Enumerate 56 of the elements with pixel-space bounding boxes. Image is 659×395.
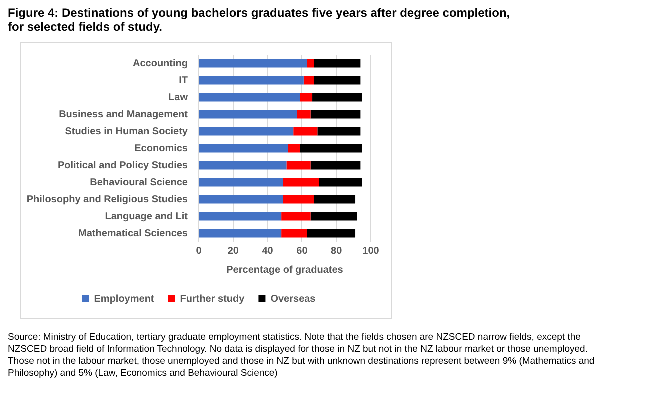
y-tick-label: Accounting [133, 58, 188, 70]
x-tick-label: 60 [296, 246, 308, 257]
bar [200, 161, 287, 170]
bar [300, 93, 313, 102]
bar [283, 178, 320, 187]
x-tick-label: 80 [331, 246, 343, 257]
legend-label: Employment [94, 294, 155, 305]
bar [318, 127, 361, 136]
bar [297, 110, 311, 119]
bar [200, 59, 308, 68]
bar [200, 195, 284, 204]
bar [200, 110, 298, 119]
bar [310, 161, 361, 170]
y-tick-label: IT [179, 75, 188, 86]
y-tick-label: Language and Lit [105, 211, 189, 222]
bar [282, 229, 308, 238]
y-tick-label: Philosophy and Religious Studies [26, 194, 188, 206]
x-tick-label: 0 [196, 246, 202, 257]
source-note: Source: Ministry of Education, tertiary graduate employment statistics. Note that the fields chosen are NZSCED narrow fields, except the NZSCED broad field of Information Technology. No data is displayed for those in NZ but not in the NZ labour market or those unemployed. Those not in the labour market, those unemployed and those in NZ but with unknown destinations represent between 9% (Mathematics and Philosophy) and 5% (Law, Economics and Behavioural Science) [8, 332, 596, 380]
bar [319, 178, 362, 187]
legend-label: Further study [180, 294, 246, 305]
bar [310, 110, 361, 119]
bar [200, 93, 300, 102]
x-axis-title: Percentage of graduates [226, 264, 344, 276]
bar [200, 76, 304, 85]
bar [286, 161, 311, 170]
bar [288, 144, 300, 153]
bar [200, 212, 282, 221]
bar [282, 212, 311, 221]
bar [294, 127, 318, 136]
bar [307, 59, 314, 68]
x-tick-label: 20 [228, 246, 240, 257]
bar [283, 195, 314, 204]
bar [312, 93, 362, 102]
y-tick-label: Political and Policy Studies [58, 160, 188, 172]
bar [300, 144, 362, 153]
bar [314, 195, 356, 204]
y-tick-label: Business and Management [59, 109, 189, 120]
bar [314, 76, 361, 85]
x-tick-label: 100 [362, 246, 380, 257]
bar [200, 127, 294, 136]
bar [314, 59, 361, 68]
bar [200, 178, 284, 187]
bar [310, 212, 358, 221]
x-tick-label: 40 [262, 246, 274, 257]
y-tick-label: Economics [134, 143, 188, 154]
y-tick-label: Studies in Human Society [65, 126, 188, 138]
bar [200, 229, 282, 238]
y-tick-label: Mathematical Sciences [78, 228, 188, 240]
bar [304, 76, 314, 85]
legend-label: Overseas [270, 294, 316, 305]
y-tick-label: Law [168, 92, 188, 104]
chart-title: Figure 4: Destinations of young bachelors graduates five years after degree completion, for selected fields of study. [8, 6, 512, 34]
bar [307, 229, 356, 238]
bar [200, 144, 288, 153]
y-tick-label: Behavioural Science [90, 177, 188, 188]
